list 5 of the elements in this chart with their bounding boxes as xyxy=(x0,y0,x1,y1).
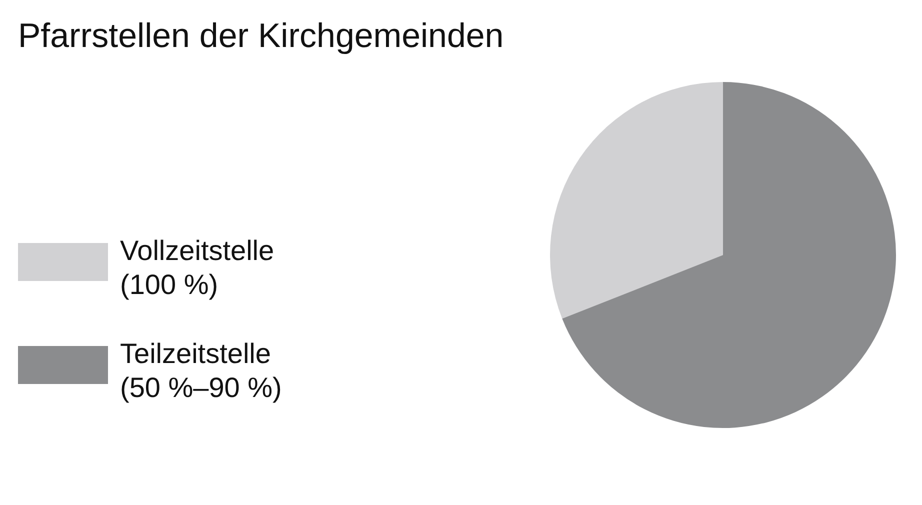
chart-title: Pfarrstellen der Kirchgemeinden xyxy=(18,17,504,55)
pie-slice xyxy=(550,82,723,319)
pie-slice xyxy=(562,82,896,428)
legend-label: Vollzeitstelle (100 %) xyxy=(120,235,274,300)
legend-label: Teilzeitstelle (50 %–90 %) xyxy=(120,338,282,403)
